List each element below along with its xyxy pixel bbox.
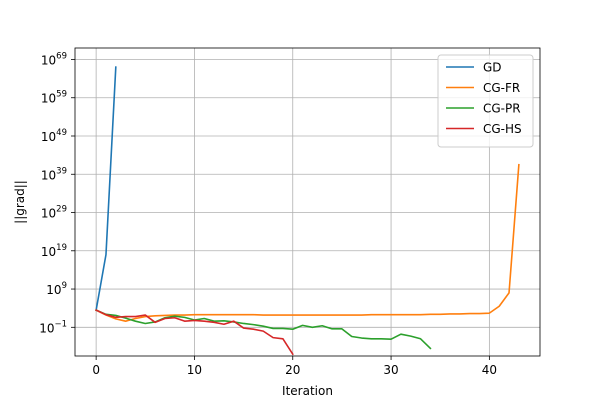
series-line-cg-hs <box>95 309 294 356</box>
y-tick-label: 1039 <box>41 166 67 182</box>
legend-label: CG-PR <box>483 102 521 116</box>
y-tick-label: 1019 <box>41 243 67 259</box>
y-tick-exponent: 29 <box>56 205 67 215</box>
y-tick-label: 109 <box>46 281 67 297</box>
y-tick-base: 10 <box>41 92 56 106</box>
y-tick-exponent: 19 <box>56 243 67 253</box>
y-tick-exponent: −1 <box>54 319 67 329</box>
y-tick-base: 10 <box>46 283 61 297</box>
x-tick-label: 0 <box>92 363 100 377</box>
y-tick-base: 10 <box>41 130 56 144</box>
x-tick-label: 10 <box>187 363 202 377</box>
legend-label: CG-FR <box>483 81 520 95</box>
y-tick-label: 1049 <box>41 128 67 144</box>
y-tick-base: 10 <box>39 321 54 335</box>
y-tick-base: 10 <box>41 207 56 221</box>
y-tick-label: 1059 <box>41 90 67 106</box>
x-tick-label: 20 <box>285 363 300 377</box>
legend-label: CG-HS <box>483 122 522 136</box>
y-tick-exponent: 59 <box>56 90 67 100</box>
series-line-cg-fr <box>95 163 520 322</box>
y-tick-exponent: 39 <box>56 166 67 176</box>
x-tick-label: 40 <box>482 363 497 377</box>
series-line-cg-pr <box>95 309 432 350</box>
legend-box <box>437 54 534 148</box>
y-tick-exponent: 49 <box>56 128 67 138</box>
y-tick-exponent: 69 <box>56 51 67 61</box>
legend: GD CG-FR CG-PR CG-HS <box>437 54 534 148</box>
plot-frame <box>74 47 541 357</box>
y-axis-label: ||grad|| <box>13 180 27 224</box>
y-tick-label: 1069 <box>41 51 67 67</box>
y-tick-exponent: 9 <box>62 281 67 291</box>
x-tick-label: 30 <box>383 363 398 377</box>
x-axis-label: Iteration <box>282 384 333 398</box>
series-line-gd <box>95 66 117 312</box>
y-tick-base: 10 <box>41 245 56 259</box>
series-layer <box>95 66 520 356</box>
y-tick-label: 1029 <box>41 205 67 221</box>
legend-label: GD <box>483 61 502 75</box>
x-axis-ticks: 0 10 20 30 40 <box>92 356 497 377</box>
y-tick-label: 10−1 <box>39 319 67 335</box>
y-tick-base: 10 <box>41 53 56 67</box>
y-tick-base: 10 <box>41 168 56 182</box>
